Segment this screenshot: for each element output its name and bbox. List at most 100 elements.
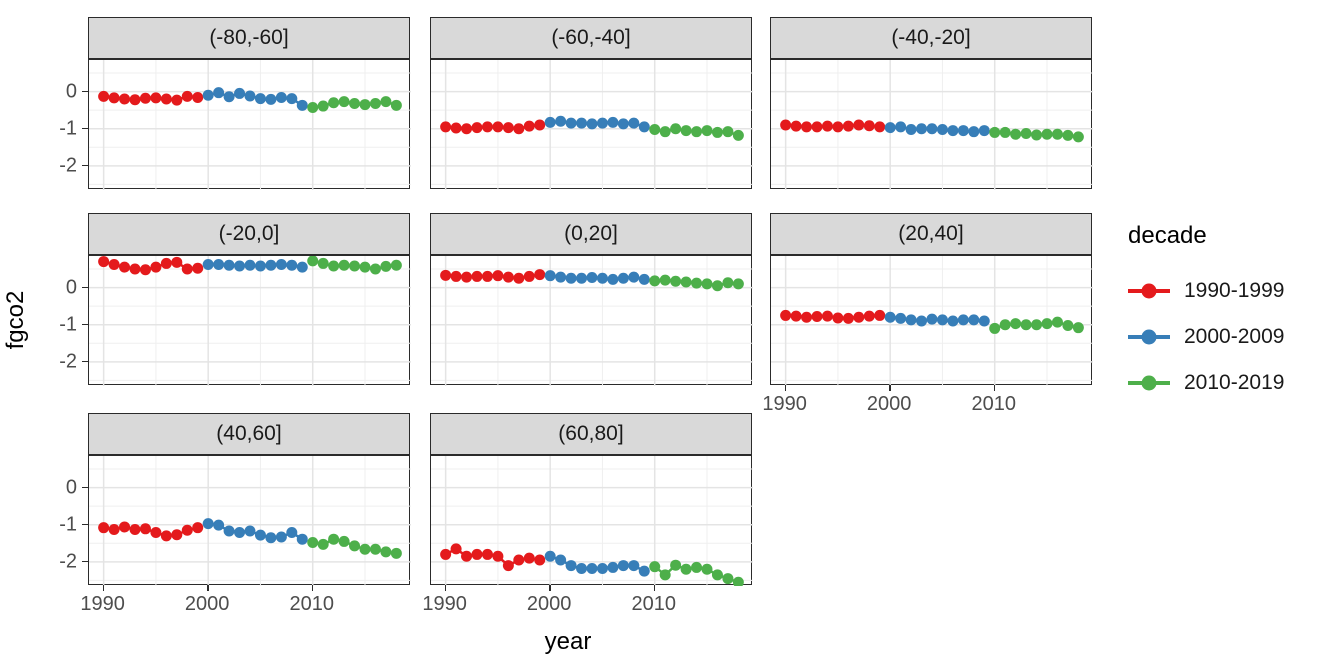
data-point	[359, 261, 371, 273]
data-point	[1020, 128, 1032, 140]
data-point	[680, 276, 692, 288]
data-point	[1020, 319, 1032, 331]
data-point	[317, 257, 329, 269]
data-point	[119, 93, 131, 105]
data-point	[1051, 316, 1063, 328]
data-point	[534, 554, 546, 566]
x-tick-label: 1990	[422, 593, 467, 615]
data-point	[286, 527, 298, 539]
data-point	[916, 315, 928, 327]
data-point	[129, 94, 141, 106]
data-point	[254, 529, 266, 541]
data-point	[492, 550, 504, 562]
data-point	[440, 548, 452, 560]
data-point	[617, 560, 629, 572]
data-point	[701, 125, 713, 137]
data-point	[265, 259, 277, 271]
data-point	[701, 278, 713, 290]
data-point	[328, 260, 340, 272]
data-point	[1010, 318, 1022, 330]
data-point	[670, 559, 682, 571]
data-point	[286, 93, 298, 105]
facet-plot-area	[89, 60, 411, 190]
data-point	[160, 257, 172, 269]
data-point	[1010, 128, 1022, 140]
data-point	[680, 563, 692, 575]
facet-strip-label: (-40,-20]	[891, 26, 971, 49]
data-point	[513, 272, 525, 284]
y-tick-label: -1	[59, 313, 77, 336]
data-point	[275, 531, 287, 543]
data-point	[440, 121, 452, 133]
data-point	[108, 524, 120, 536]
data-point	[307, 537, 319, 549]
data-point	[502, 122, 514, 134]
data-point	[936, 123, 948, 135]
data-point	[108, 259, 120, 271]
data-point	[119, 521, 131, 533]
data-point	[659, 569, 671, 581]
facet-panel	[430, 59, 753, 190]
x-tick-label: 2000	[866, 393, 912, 415]
data-point	[213, 87, 225, 99]
y-tick-label: 0	[65, 80, 77, 103]
data-point	[874, 121, 886, 133]
data-point	[461, 271, 473, 283]
data-point	[254, 93, 266, 105]
data-point	[628, 117, 640, 129]
data-point	[790, 120, 802, 132]
data-point	[832, 312, 844, 324]
data-point	[390, 99, 402, 111]
data-point	[181, 263, 193, 275]
data-point	[139, 264, 151, 276]
data-point	[649, 123, 661, 135]
legend-key-icon	[1128, 282, 1170, 300]
data-point	[565, 117, 577, 129]
x-axis-tick	[784, 385, 787, 391]
facet-panel	[88, 59, 411, 190]
data-point	[380, 546, 392, 558]
data-point	[576, 272, 588, 284]
data-point	[129, 263, 141, 275]
data-point	[307, 102, 319, 114]
data-point	[328, 533, 340, 545]
data-point	[863, 120, 875, 132]
legend-key-dot	[1141, 329, 1157, 345]
facet-strip: (20,40]	[770, 213, 1092, 255]
y-axis-tick	[82, 127, 88, 130]
facet-strip-label: (20,40]	[898, 222, 964, 245]
data-point	[481, 548, 493, 560]
data-point	[244, 259, 256, 271]
data-point	[296, 261, 308, 273]
facet-strip: (60,80]	[430, 413, 752, 455]
x-tick-label: 2010	[631, 593, 676, 615]
data-point	[481, 121, 493, 133]
facet-plot-area	[431, 256, 753, 386]
data-point	[338, 535, 350, 547]
data-point	[968, 126, 980, 138]
data-point	[607, 273, 619, 285]
data-point	[978, 315, 990, 327]
data-point	[842, 312, 854, 324]
data-point	[534, 269, 546, 281]
facet-strip-label: (-80,-60]	[209, 26, 289, 49]
data-point	[989, 322, 1001, 334]
data-point	[349, 260, 361, 272]
data-point	[338, 259, 350, 271]
data-point	[555, 554, 567, 566]
data-point	[523, 120, 535, 132]
data-point	[1072, 322, 1084, 334]
data-point	[936, 314, 948, 326]
data-point	[832, 121, 844, 133]
y-tick-label: 0	[65, 276, 77, 299]
facet-strip: (-40,-20]	[770, 17, 1092, 59]
data-point	[192, 262, 204, 274]
facet-panel	[430, 255, 753, 386]
y-axis-tick	[82, 560, 88, 563]
data-point	[628, 271, 640, 283]
data-point	[369, 97, 381, 109]
data-point	[359, 99, 371, 111]
data-point	[842, 120, 854, 132]
data-point	[223, 525, 235, 537]
